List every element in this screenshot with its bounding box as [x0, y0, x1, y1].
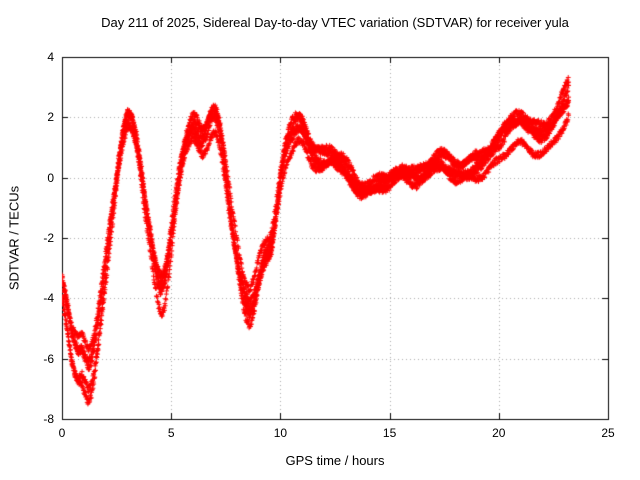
x-tick-label: 10: [273, 426, 288, 440]
y-tick-label: 2: [47, 110, 54, 125]
y-tick-label: -4: [43, 291, 54, 306]
x-tick-label: 0: [58, 426, 66, 440]
y-tick-label: 0: [47, 170, 54, 185]
x-tick-label: 15: [382, 426, 397, 440]
x-tick-label: 20: [492, 426, 506, 440]
x-tick-label: 5: [167, 426, 175, 440]
chart-title: Day 211 of 2025, Sidereal Day-to-day VTE…: [101, 15, 569, 30]
y-tick-label: -6: [43, 351, 54, 366]
y-axis-label: SDTVAR / TECUs: [6, 185, 22, 291]
x-axis-label: GPS time / hours: [285, 453, 385, 468]
y-tick-label: -2: [43, 231, 54, 245]
x-tick-label: 25: [601, 426, 615, 440]
y-tick-label: -8: [43, 412, 54, 426]
y-tick-label: 4: [47, 50, 54, 64]
